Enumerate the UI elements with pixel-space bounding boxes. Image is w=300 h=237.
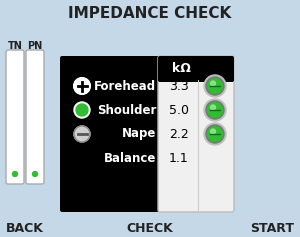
FancyBboxPatch shape: [158, 56, 234, 212]
Text: 2.2: 2.2: [169, 128, 189, 141]
Text: 1.1: 1.1: [169, 151, 189, 164]
FancyBboxPatch shape: [6, 50, 24, 184]
FancyBboxPatch shape: [26, 50, 44, 184]
Circle shape: [206, 77, 224, 95]
Circle shape: [206, 101, 224, 119]
Text: Forehead: Forehead: [94, 79, 156, 92]
Circle shape: [32, 172, 38, 177]
Text: TN: TN: [8, 41, 22, 51]
Circle shape: [208, 127, 223, 141]
Text: IMPEDANCE CHECK: IMPEDANCE CHECK: [68, 5, 232, 20]
Circle shape: [211, 129, 215, 134]
Text: PN: PN: [27, 41, 43, 51]
Circle shape: [206, 125, 224, 143]
Circle shape: [74, 102, 90, 118]
Circle shape: [74, 126, 90, 142]
Circle shape: [211, 81, 215, 86]
Text: 3.3: 3.3: [169, 79, 189, 92]
FancyBboxPatch shape: [158, 56, 234, 82]
Circle shape: [76, 104, 88, 116]
Text: CHECK: CHECK: [127, 222, 173, 234]
Circle shape: [204, 75, 226, 97]
Circle shape: [13, 172, 17, 177]
Circle shape: [211, 105, 215, 110]
Text: BACK: BACK: [6, 222, 44, 234]
Text: 5.0: 5.0: [169, 104, 189, 117]
Circle shape: [208, 78, 223, 94]
FancyBboxPatch shape: [60, 56, 202, 212]
Text: kΩ: kΩ: [172, 63, 190, 76]
Text: Nape: Nape: [122, 128, 156, 141]
Circle shape: [204, 99, 226, 121]
Text: Shoulder: Shoulder: [97, 104, 156, 117]
Circle shape: [74, 78, 90, 94]
Text: START: START: [250, 222, 294, 234]
Text: Balance: Balance: [103, 151, 156, 164]
Circle shape: [208, 102, 223, 118]
Circle shape: [204, 123, 226, 145]
